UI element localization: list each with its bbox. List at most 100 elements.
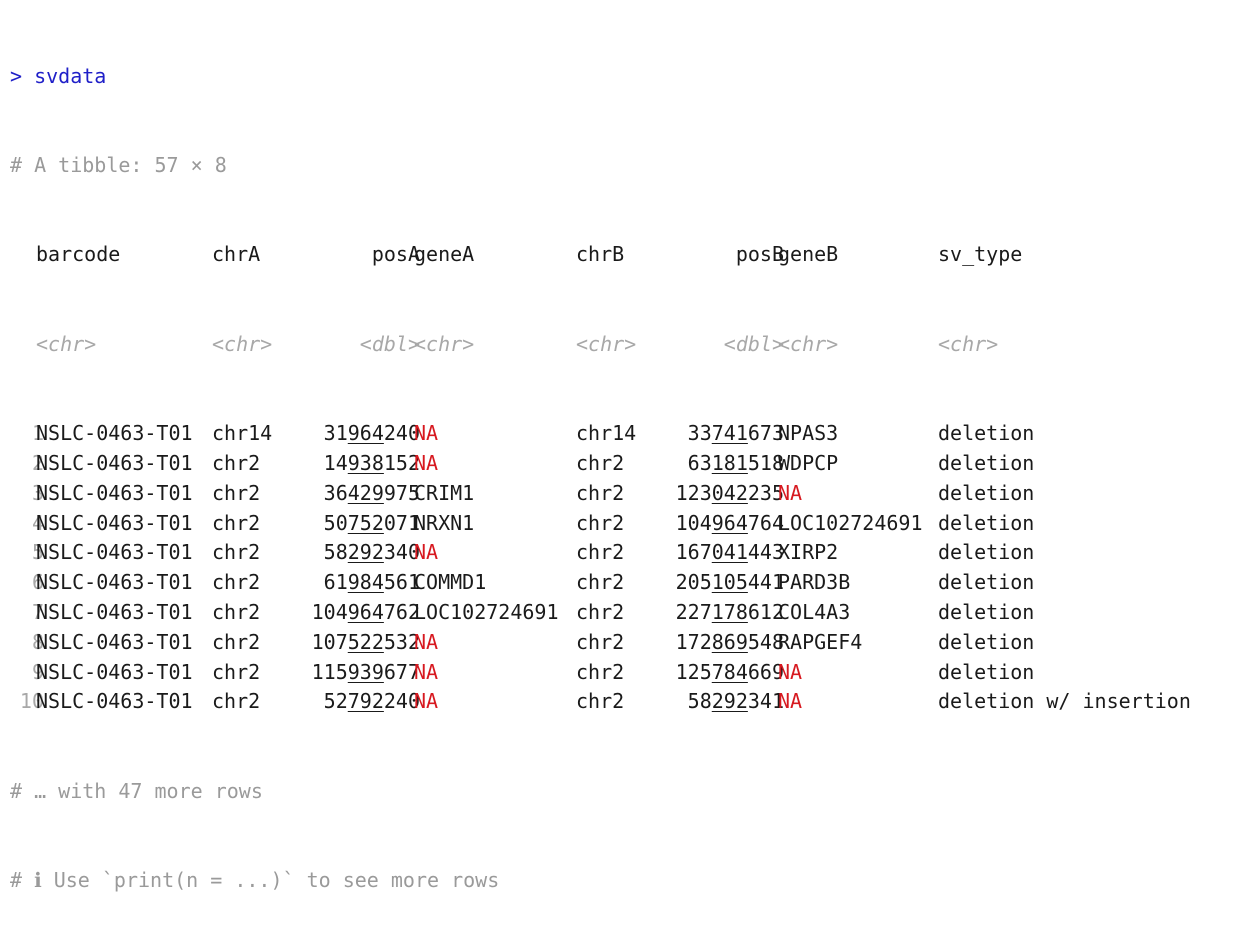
cell-geneA: NA [414,421,439,446]
cell-chrB: chr2 [576,629,625,654]
cell-posA: 50752071 [323,510,420,535]
cell-posB: 104964764 [675,510,784,535]
cell-geneA: NA [414,450,439,475]
cell-chrB: chr2 [576,480,625,505]
cell-chrA: chr2 [212,599,261,624]
table-body: 1 NSLC-0463-T01 chr14 31964240 NA chr14 337416… [10,419,1248,717]
cell-posA: 115939677 [311,659,420,684]
cell-chrA: chr2 [212,540,261,565]
cell-geneB: NPAS3 [778,421,839,446]
cell-geneB: RAPGEF4 [778,629,863,654]
column-header-row: barcode chrA posA geneA chrB posB geneB sv_type [10,240,1248,270]
cell-geneB: NA [778,689,803,714]
cell-geneB: NA [778,659,803,684]
cell-barcode: NSLC-0463-T01 [36,540,193,565]
cell-posB: 125784669 [675,659,784,684]
cell-geneB: PARD3B [778,570,851,595]
command-text: svdata [34,63,107,88]
cell-sv-type: deletion w/ insertion [938,689,1191,714]
cell-chrB: chr14 [576,421,637,446]
cell-sv-type: deletion [938,450,1035,475]
column-type-sv-type: <chr> [938,331,999,356]
cell-sv-type: deletion [938,599,1035,624]
cell-posB: 172869548 [675,629,784,654]
tibble-header: # A tibble: 57 × 8 [10,152,227,177]
cell-geneB: NA [778,480,803,505]
cell-barcode: NSLC-0463-T01 [36,659,193,684]
cell-chrA: chr2 [212,629,261,654]
prompt-symbol: > [10,63,23,88]
cell-barcode: NSLC-0463-T01 [36,480,193,505]
cell-posA: 58292340 [323,540,420,565]
cell-posB: 123042235 [675,480,784,505]
cell-barcode: NSLC-0463-T01 [36,450,193,475]
cell-posB: 63181518 [687,450,784,475]
cell-barcode: NSLC-0463-T01 [36,421,193,446]
cell-chrB: chr2 [576,540,625,565]
cell-geneB: XIRP2 [778,540,839,565]
cell-chrB: chr2 [576,689,625,714]
column-type-posA: <dbl> [359,331,420,356]
cell-chrB: chr2 [576,659,625,684]
cell-posB: 167041443 [675,540,784,565]
cell-posB: 205105441 [675,570,784,595]
cell-geneB: LOC102724691 [778,510,923,535]
cell-posA: 14938152 [323,450,420,475]
cell-posA: 104964762 [311,599,420,624]
column-header-sv-type: sv_type [938,242,1023,267]
cell-barcode: NSLC-0463-T01 [36,570,193,595]
cell-geneA: NA [414,540,439,565]
cell-posB: 33741673 [687,421,784,446]
cell-sv-type: deletion [938,659,1035,684]
cell-sv-type: deletion [938,540,1035,565]
cell-geneB: COL4A3 [778,599,851,624]
column-header-geneA: geneA [414,242,475,267]
cell-chrA: chr2 [212,659,261,684]
table-row: 3 NSLC-0463-T01 chr2 36429975 CRIM1 chr2 12304… [10,479,1248,509]
cell-chrA: chr2 [212,570,261,595]
column-type-row: <chr> <chr> <dbl> <chr> <chr> <dbl> <chr> <chr> [10,330,1248,360]
cell-sv-type: deletion [938,421,1035,446]
table-row: 9 NSLC-0463-T01 chr2 115939677 NA chr2 1257846… [10,658,1248,688]
column-header-posA: posA [371,242,420,267]
cell-barcode: NSLC-0463-T01 [36,599,193,624]
cell-chrB: chr2 [576,570,625,595]
column-type-chrB: <chr> [576,331,637,356]
table-row: 10 NSLC-0463-T01 chr2 52792240 NA chr2 5829234… [10,687,1248,717]
cell-sv-type: deletion [938,480,1035,505]
cell-chrA: chr2 [212,689,261,714]
cell-chrB: chr2 [576,510,625,535]
cell-posA: 107522532 [311,629,420,654]
column-header-posB: posB [735,242,784,267]
column-type-geneA: <chr> [414,331,475,356]
column-header-geneB: geneB [778,242,839,267]
column-type-barcode: <chr> [36,331,97,356]
column-type-chrA: <chr> [212,331,273,356]
cell-barcode: NSLC-0463-T01 [36,629,193,654]
column-type-posB: <dbl> [723,331,784,356]
cell-geneB: WDPCP [778,450,839,475]
row-number: 2 [31,450,44,475]
cell-chrA: chr14 [212,421,273,446]
cell-geneA: NA [414,659,439,684]
cell-sv-type: deletion [938,629,1035,654]
cell-posB: 58292341 [687,689,784,714]
cell-posA: 36429975 [323,480,420,505]
cell-posA: 52792240 [323,689,420,714]
column-type-geneB: <chr> [778,331,839,356]
row-number: 1 [31,421,44,446]
cell-geneA: NA [414,629,439,654]
column-header-barcode: barcode [36,242,121,267]
cell-posB: 227178612 [675,599,784,624]
cell-posA: 31964240 [323,421,420,446]
cell-sv-type: deletion [938,570,1035,595]
cell-chrA: chr2 [212,510,261,535]
table-row: 7 NSLC-0463-T01 chr2 104964762 LOC102724691 c… [10,598,1248,628]
cell-geneA: COMMD1 [414,570,487,595]
cell-geneA: NRXN1 [414,510,475,535]
table-row: 6 NSLC-0463-T01 chr2 61984561 COMMD1 chr2 2051… [10,568,1248,598]
table-row: 4 NSLC-0463-T01 chr2 50752071 NRXN1 chr2 10496… [10,509,1248,539]
cell-chrA: chr2 [212,450,261,475]
cell-geneA: LOC102724691 [414,599,559,624]
cell-sv-type: deletion [938,510,1035,535]
